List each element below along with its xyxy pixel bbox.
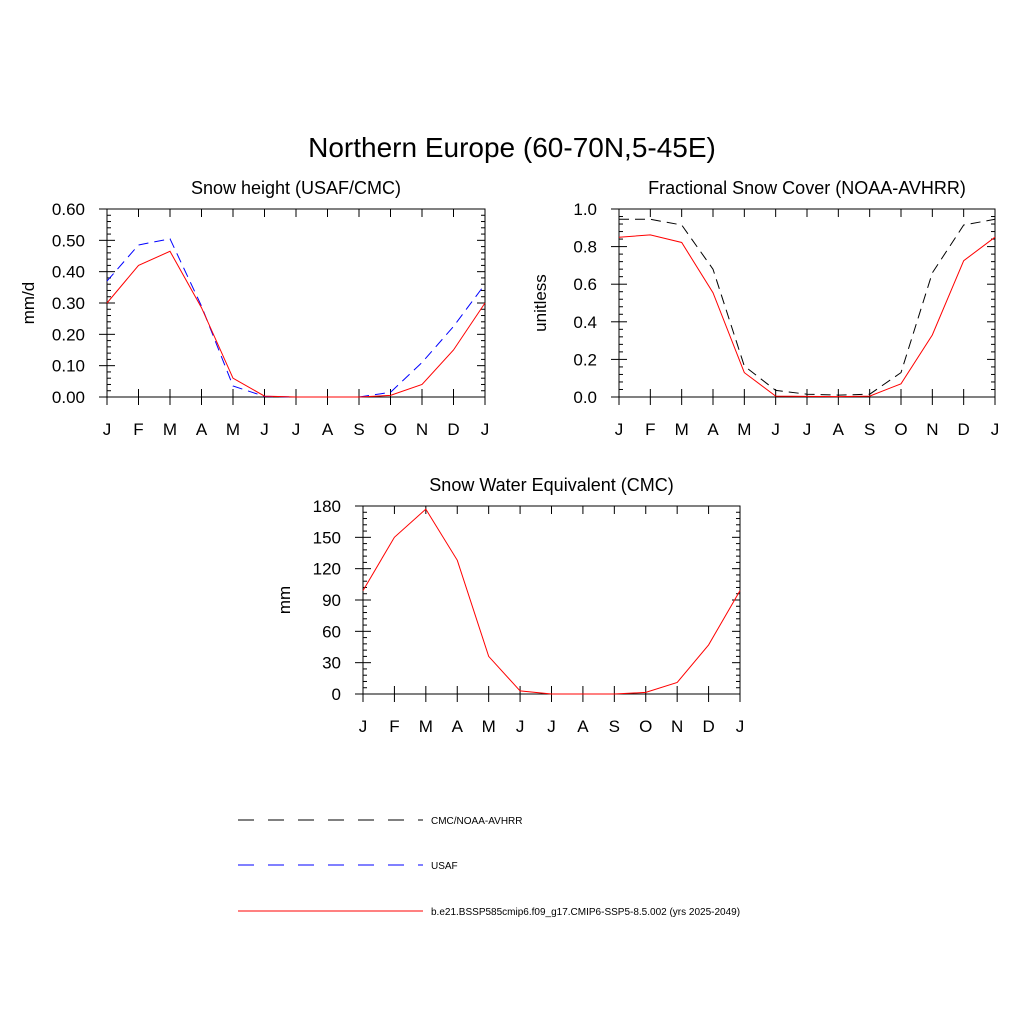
x-tick-label: M <box>226 420 240 439</box>
x-tick-label: J <box>260 420 269 439</box>
y-tick-label: 30 <box>322 654 341 673</box>
x-tick-label: J <box>481 420 490 439</box>
x-tick-label: J <box>516 717 525 736</box>
y-tick-label: 0.20 <box>52 325 85 344</box>
y-tick-label: 0 <box>332 685 341 704</box>
x-tick-label: D <box>702 717 714 736</box>
y-tick-label: 0.8 <box>573 238 597 257</box>
x-tick-label: M <box>163 420 177 439</box>
x-tick-label: J <box>103 420 112 439</box>
y-tick-label: 180 <box>313 497 341 516</box>
x-tick-label: J <box>615 420 624 439</box>
x-tick-label: J <box>359 717 368 736</box>
chart-panel-2: Fractional Snow Cover (NOAA-AVHRR) unitle… <box>531 178 999 439</box>
x-tick-label: M <box>419 717 433 736</box>
y-tick-label: 1.0 <box>573 200 597 219</box>
x-tick-label: N <box>416 420 428 439</box>
x-tick-label: M <box>675 420 689 439</box>
x-tick-label: J <box>736 717 745 736</box>
x-tick-label: N <box>926 420 938 439</box>
x-tick-label: A <box>833 420 845 439</box>
chart-panel-1: Snow height (USAF/CMC)mm/dJ F M A M J J A S O N D J0… <box>19 178 489 439</box>
y-axis-label: unitless <box>531 274 550 332</box>
panel-title: Snow height (USAF/CMC) <box>191 178 401 198</box>
x-tick-label: J <box>547 717 556 736</box>
legend: CMC/NOAA-AVHRR USAF b.e21.BSSP585cmip6.f09… <box>238 816 740 918</box>
x-tick-label: O <box>894 420 907 439</box>
x-tick-label: J <box>803 420 812 439</box>
y-axis-label: mm <box>275 586 294 614</box>
x-tick-label: O <box>384 420 397 439</box>
x-tick-label: A <box>452 717 464 736</box>
y-tick-label: 0.40 <box>52 263 85 282</box>
x-tick-label: M <box>737 420 751 439</box>
series-line-2 <box>362 508 741 695</box>
x-tick-label: F <box>389 717 399 736</box>
x-tick-label: F <box>645 420 655 439</box>
x-tick-label: M <box>482 717 496 736</box>
x-tick-label: D <box>447 420 459 439</box>
x-tick-label: S <box>864 420 875 439</box>
x-tick-label: J <box>771 420 780 439</box>
x-tick-label: J <box>991 420 1000 439</box>
x-tick-label: S <box>353 420 364 439</box>
panel-title: Fractional Snow Cover (NOAA-AVHRR) <box>648 178 966 198</box>
y-tick-label: 0.50 <box>52 231 85 250</box>
x-tick-label: A <box>577 717 589 736</box>
x-tick-label: O <box>639 717 652 736</box>
x-tick-label: A <box>707 420 719 439</box>
y-tick-label: 0.0 <box>573 388 597 407</box>
y-tick-label: 90 <box>322 591 341 610</box>
y-tick-label: 0.00 <box>52 388 85 407</box>
y-tick-label: 0.60 <box>52 200 85 219</box>
y-tick-label: 0.30 <box>52 294 85 313</box>
y-tick-label: 60 <box>322 622 341 641</box>
y-tick-label: 0.4 <box>573 313 597 332</box>
x-tick-label: S <box>609 717 620 736</box>
panel-title: Snow Water Equivalent (CMC) <box>429 475 673 495</box>
figure-title: Northern Europe (60-70N,5-45E) <box>308 132 716 163</box>
legend-label-1: CMC/NOAA-AVHRR <box>431 816 522 827</box>
legend-label-3: b.e21.BSSP585cmip6.f09_g17.CMIP6-SSP5-8.… <box>431 907 740 918</box>
y-tick-label: 0.10 <box>52 357 85 376</box>
y-tick-label: 150 <box>313 528 341 547</box>
x-tick-label: N <box>671 717 683 736</box>
y-tick-label: 0.2 <box>573 350 597 369</box>
series-line-3 <box>106 250 486 398</box>
chart-panels: Snow height (USAF/CMC)mm/dJ F M A M J J A S O N D J0… <box>19 178 999 736</box>
y-tick-label: 0.6 <box>573 275 597 294</box>
chart-panel-3: Snow Water Equivalent (CMC)mmJ F M A M J J A S O N… <box>275 475 744 736</box>
x-tick-label: A <box>196 420 208 439</box>
x-tick-label: D <box>958 420 970 439</box>
x-tick-label: F <box>133 420 143 439</box>
series-line-2 <box>618 234 996 398</box>
x-tick-label: J <box>292 420 301 439</box>
x-tick-label: A <box>322 420 334 439</box>
series-line-1 <box>619 218 996 396</box>
legend-label-2: USAF <box>431 861 458 872</box>
y-axis-label: mm/d <box>19 282 38 325</box>
y-tick-label: 120 <box>313 560 341 579</box>
